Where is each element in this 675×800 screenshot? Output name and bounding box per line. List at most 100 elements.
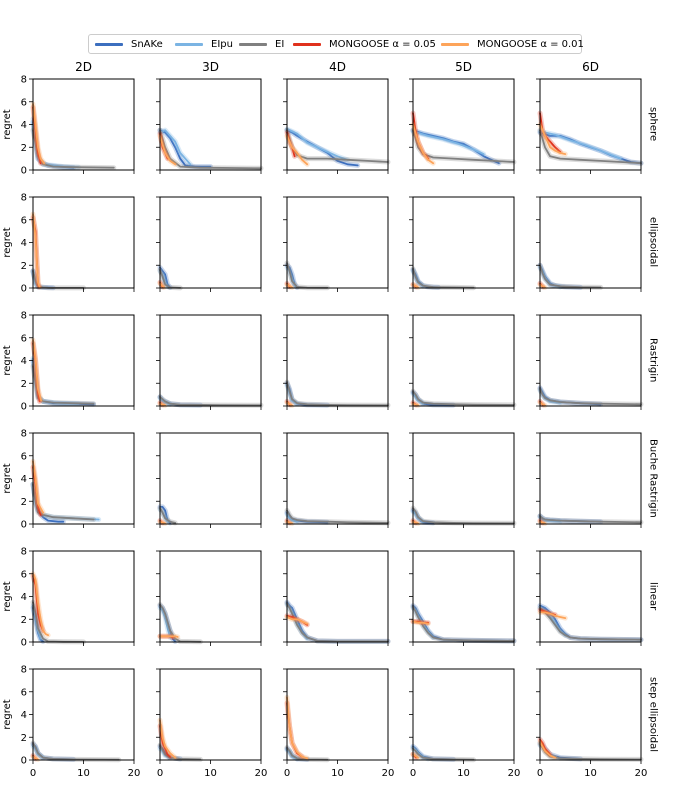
column-title-2d: 2D (75, 60, 92, 74)
panel-linear-3d-line-eipu (159, 607, 171, 639)
ylabel-buche-rastrigin: regret (2, 463, 13, 493)
panel-ellipsoidal-2d-line-mongoose-0-01 (32, 213, 41, 288)
panel-step-ellipsoidal-3d-xtick-label-0: 0 (157, 768, 163, 779)
panel-linear-2d-background (33, 551, 134, 642)
panel-step-ellipsoidal-5d-xtick-label-20: 20 (508, 768, 521, 779)
panel-rastrigin-2d-ytick-label-0: 0 (21, 402, 27, 413)
panel-sphere-5d-line-eipu (412, 130, 485, 155)
panel-step-ellipsoidal-4d-background (287, 669, 388, 760)
panel-step-ellipsoidal-6d-xtick-label-0: 0 (537, 768, 543, 779)
legend-swatch-eipu (175, 42, 203, 46)
panel-sphere-2d-ytick-label-2: 2 (21, 143, 27, 154)
panel-linear-5d-background (413, 551, 514, 642)
panel-step-ellipsoidal-3d-background (160, 669, 261, 760)
panel-ellipsoidal-2d-ytick-label-0: 0 (21, 284, 27, 295)
panel-step-ellipsoidal-2d-ytick-label-2: 2 (21, 733, 27, 744)
panel-buche-rastrigin-2d-line-mongoose-0-01 (32, 460, 44, 514)
panel-buche-rastrigin-2d-line-ei (32, 483, 95, 521)
panel-linear-5d-line-ei (412, 605, 515, 642)
panel-rastrigin-5d-line-mongoose-0-01 (412, 402, 419, 407)
panel-step-ellipsoidal-2d-background (33, 669, 134, 760)
panel-linear-2d-ytick-label-0: 0 (21, 638, 27, 649)
panel-sphere-4d-background (287, 79, 388, 170)
panel-buche-rastrigin-5d-background (413, 433, 514, 524)
panel-linear-6d-line-mongoose-0-01 (539, 611, 567, 619)
panel-linear-4d-line-mongoose-0-01 (286, 616, 309, 625)
panel-buche-rastrigin-6d-background (540, 433, 641, 524)
panel-rastrigin-2d-background (33, 315, 134, 406)
panel-step-ellipsoidal-2d-ytick-label-8: 8 (21, 665, 27, 676)
panel-sphere-6d-line-mongoose-0-01 (539, 123, 567, 155)
panel-step-ellipsoidal-6d-line-mongoose-0-01 (539, 740, 556, 759)
panel-rastrigin-2d-ytick-label-6: 6 (21, 333, 27, 344)
panel-step-ellipsoidal-2d-xtick-label-20: 20 (128, 768, 141, 779)
panel-buche-rastrigin-2d-ytick-label-8: 8 (21, 429, 27, 440)
panel-rastrigin-3d-line-mongoose-0-01 (159, 402, 166, 407)
panel-rastrigin-6d-line-mongoose-0-01 (539, 401, 546, 407)
panel-buche-rastrigin-6d-line-mongoose-0-01 (539, 520, 546, 525)
panel-buche-rastrigin-4d-background (287, 433, 388, 524)
panel-ellipsoidal-6d-line-ei (539, 264, 602, 289)
panel-step-ellipsoidal-5d-background (413, 669, 514, 760)
panel-ellipsoidal-2d-ytick-label-2: 2 (21, 261, 27, 272)
panel-buche-rastrigin-4d-line-mongoose-0-01 (286, 520, 293, 525)
panel-ellipsoidal-3d-background (160, 197, 261, 288)
panel-buche-rastrigin-4d-line-eipu (286, 512, 298, 523)
panel-linear-3d-line-mongoose-0-01 (159, 635, 179, 638)
panel-buche-rastrigin-2d-ytick-label-0: 0 (21, 520, 27, 531)
legend-item-mongoose-005: MONGOOSE α = 0.05 (293, 35, 436, 53)
panel-rastrigin-2d-ytick-label-4: 4 (21, 356, 27, 367)
row-label-linear: linear (647, 582, 659, 611)
panel-ellipsoidal-3d-line-mongoose-0-01 (159, 282, 165, 289)
legend-swatch-mongoose-001 (441, 42, 469, 46)
column-title-3d: 3D (202, 60, 219, 74)
panel-step-ellipsoidal-5d-line-ei (412, 747, 475, 761)
panel-ellipsoidal-4d-line-mongoose-0-01 (286, 283, 293, 289)
panel-linear-2d-ytick-label-6: 6 (21, 569, 27, 580)
column-title-4d: 4D (329, 60, 346, 74)
panel-sphere-2d-ytick-label-6: 6 (21, 97, 27, 108)
panel-step-ellipsoidal-4d-xtick-label-10: 10 (331, 768, 344, 779)
panel-step-ellipsoidal-6d-line-mongoose-0-05 (539, 738, 551, 756)
panel-sphere-3d-line-mongoose-0-01 (159, 135, 177, 166)
panel-buche-rastrigin-2d-background (33, 433, 134, 524)
panel-sphere-3d-line-ei (159, 129, 262, 170)
panel-sphere-3d-line-eipu (159, 129, 192, 166)
panel-linear-4d-background (287, 551, 388, 642)
panel-ellipsoidal-6d-background (540, 197, 641, 288)
panel-step-ellipsoidal-6d-background (540, 669, 641, 760)
panel-step-ellipsoidal-4d-xtick-label-0: 0 (284, 768, 290, 779)
panel-step-ellipsoidal-2d-line-ei (32, 742, 120, 761)
row-label-ellipsoidal: ellipsoidal (647, 217, 659, 268)
panel-rastrigin-4d-line-ei (286, 381, 389, 407)
panel-sphere-6d-background (540, 79, 641, 170)
panel-rastrigin-5d-background (413, 315, 514, 406)
ylabel-linear: regret (2, 581, 13, 611)
panel-buche-rastrigin-3d-line-ei (159, 507, 177, 524)
panel-rastrigin-4d-background (287, 315, 388, 406)
panel-sphere-6d-line-eipu (539, 130, 622, 160)
legend-label-snake: SnAKe (131, 38, 163, 50)
panel-sphere-2d-ytick-label-0: 0 (21, 166, 27, 177)
panel-sphere-5d-background (413, 79, 514, 170)
legend-swatch-ei (239, 42, 267, 46)
legend-item-ei: EI (239, 35, 284, 53)
panel-sphere-6d-line-ei (539, 129, 642, 165)
panel-linear-6d-line-ei (539, 607, 642, 641)
panel-step-ellipsoidal-2d-ytick-label-4: 4 (21, 710, 27, 721)
panel-linear-4d-line-ei (286, 602, 389, 643)
row-label-sphere: sphere (647, 107, 659, 142)
panel-linear-2d-line-mongoose-0-01 (32, 572, 49, 637)
panel-linear-2d-ytick-label-8: 8 (21, 547, 27, 558)
legend-label-mongoose-005: MONGOOSE α = 0.05 (329, 38, 436, 50)
row-label-rastrigin: Rastrigin (647, 338, 659, 383)
column-title-6d: 6D (582, 60, 599, 74)
panel-step-ellipsoidal-6d-xtick-label-20: 20 (635, 768, 648, 779)
panel-ellipsoidal-2d-ytick-label-4: 4 (21, 238, 27, 249)
panel-step-ellipsoidal-5d-line-mongoose-0-01 (412, 753, 419, 759)
panel-rastrigin-2d-line-mongoose-0-01 (32, 339, 42, 402)
panel-ellipsoidal-4d-background (287, 197, 388, 288)
panel-sphere-2d-ytick-label-4: 4 (21, 120, 27, 131)
ylabel-rastrigin: regret (2, 345, 13, 375)
